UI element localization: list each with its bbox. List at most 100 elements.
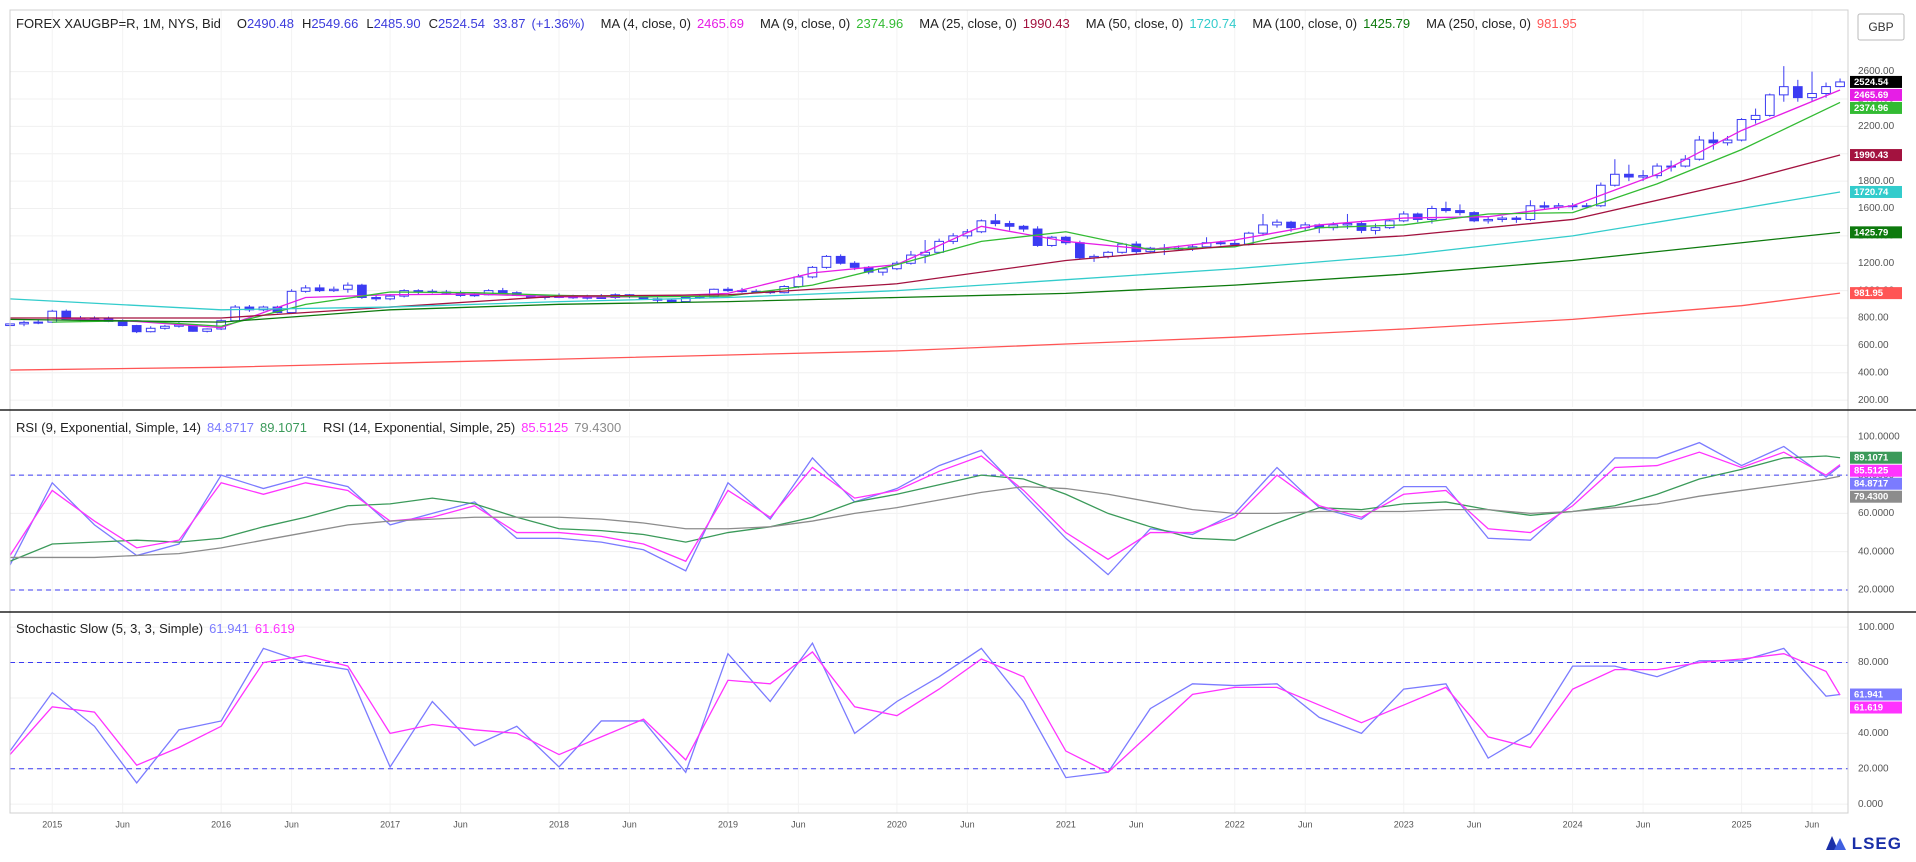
candle-body [878, 268, 888, 273]
quote-item: H2549.66 [302, 16, 358, 31]
candle-body [990, 220, 1001, 225]
candle-body [1792, 86, 1803, 99]
candle-body [1483, 218, 1494, 222]
legend-value: 1990.43 [1022, 16, 1070, 31]
candle-body [1441, 208, 1451, 212]
x-tick-label: 2018 [549, 819, 569, 829]
y-tick-label: 20.000 [1858, 763, 1889, 774]
candle-body [1694, 139, 1705, 160]
candle-body [1103, 251, 1113, 257]
legend-name: RSI (14, Exponential, Simple, 25) [322, 420, 516, 435]
value-badge [1850, 149, 1902, 162]
rsi-legend: RSI (9, Exponential, Simple, 14) 84.8717 8… [16, 420, 637, 435]
x-tick-label: Jun [622, 819, 637, 829]
brand-icon [1826, 836, 1846, 850]
y-tick-label: 2200.00 [1858, 121, 1895, 132]
candle-body [1046, 236, 1057, 246]
candle-body [343, 284, 353, 290]
quote-label: L [366, 16, 374, 31]
quote-label: C [428, 16, 438, 31]
value-badge [1850, 226, 1902, 239]
currency-box [1857, 13, 1905, 41]
value-badge-label: 89.1071 [1854, 453, 1889, 464]
value-badge-label: 61.619 [1854, 703, 1883, 714]
quote-item: O2490.48 [237, 16, 294, 31]
x-tick-label: Jun [1467, 819, 1482, 829]
candle-body [328, 288, 339, 292]
candle-body [1018, 225, 1029, 230]
candle-body [1412, 213, 1423, 220]
candle-body [357, 284, 367, 298]
legend-value: 79.4300 [574, 420, 622, 435]
candle-body [680, 296, 691, 303]
y-tick-label: 40.0000 [1858, 546, 1895, 557]
x-tick-label: 2019 [718, 819, 738, 829]
legend-name: MA (4, close, 0) [600, 16, 691, 31]
x-tick-label: Jun [1636, 819, 1651, 829]
quote-item: L2485.90 [366, 16, 420, 31]
value-badge [1850, 101, 1902, 114]
candle-body [1610, 173, 1620, 186]
x-tick-label: 2024 [1563, 819, 1583, 829]
legend-item: RSI (14, Exponential, Simple, 25) 85.5125… [323, 420, 621, 435]
x-tick-label: Jun [791, 819, 806, 829]
candle-body [666, 299, 677, 303]
x-tick-label: Jun [115, 819, 130, 829]
value-badge-label: 61.941 [1854, 690, 1884, 701]
x-tick-label: Jun [1805, 819, 1820, 829]
brand-logo: LSEG [1851, 834, 1902, 853]
legend-value: 89.1071 [259, 420, 307, 435]
legend-item: MA (50, close, 0) 1720.74 [1086, 16, 1237, 31]
x-tick-label: 2021 [1056, 819, 1076, 829]
candle-body [19, 321, 29, 325]
x-tick-label: 2020 [887, 819, 907, 829]
candle-body [117, 320, 128, 327]
series-line [9, 191, 1841, 311]
legend-value: 1425.79 [1363, 16, 1411, 31]
x-tick-label: Jun [284, 819, 299, 829]
candle-body [61, 310, 72, 320]
y-tick-label: 800.00 [1858, 313, 1889, 324]
legend-item: Stochastic Slow (5, 3, 3, Simple) 61.941 6… [16, 621, 295, 636]
candle-body [835, 255, 846, 264]
candle-body [793, 276, 804, 288]
value-badge-label: 85.5125 [1854, 466, 1889, 477]
value-badge-label: 981.95 [1854, 288, 1884, 299]
value-badge [1850, 88, 1902, 101]
plot-border [9, 9, 1849, 814]
quote-change: 33.87 (+1.36%) [493, 16, 585, 31]
legend-name: RSI (9, Exponential, Simple, 14) [16, 420, 201, 435]
candle-body [1455, 210, 1465, 214]
y-tick-label: 100.000 [1858, 622, 1895, 633]
quote-value: 2485.90 [373, 16, 421, 31]
y-tick-label: 1200.00 [1858, 258, 1895, 269]
candle-body [399, 290, 409, 297]
stochastic-legend: Stochastic Slow (5, 3, 3, Simple) 61.941 6… [16, 621, 311, 636]
value-badge [1850, 477, 1902, 490]
y-tick-label: 600.00 [1858, 340, 1889, 351]
y-tick-label: 0.000 [1858, 799, 1883, 810]
value-badge-label: 84.8717 [1854, 479, 1888, 490]
candle-body [1708, 139, 1719, 144]
value-badge-label: 1425.79 [1854, 227, 1888, 238]
legend-item: MA (100, close, 0) 1425.79 [1252, 16, 1410, 31]
candle-body [849, 262, 860, 268]
candle-body [1215, 242, 1226, 245]
candle-body [1229, 242, 1240, 245]
quote-value: 2490.48 [246, 16, 294, 31]
x-tick-label: 2015 [42, 819, 62, 829]
value-badge-label: 1990.43 [1854, 150, 1888, 161]
legend-value: 2465.69 [696, 16, 744, 31]
value-badge [1850, 701, 1902, 714]
legend-value: 85.5125 [521, 420, 569, 435]
legend-value: 981.95 [1536, 16, 1577, 31]
candle-body [1750, 114, 1761, 121]
quote-value: 2549.66 [311, 16, 359, 31]
candle-body [33, 321, 44, 324]
x-tick-label: Jun [453, 819, 468, 829]
price-legend: FOREX XAUGBP=R, 1M, NYS, Bid O2490.48 H254… [16, 16, 1593, 31]
candle-body [1778, 86, 1789, 96]
legend-value: 84.8717 [206, 420, 254, 435]
candle-body [1497, 217, 1508, 220]
